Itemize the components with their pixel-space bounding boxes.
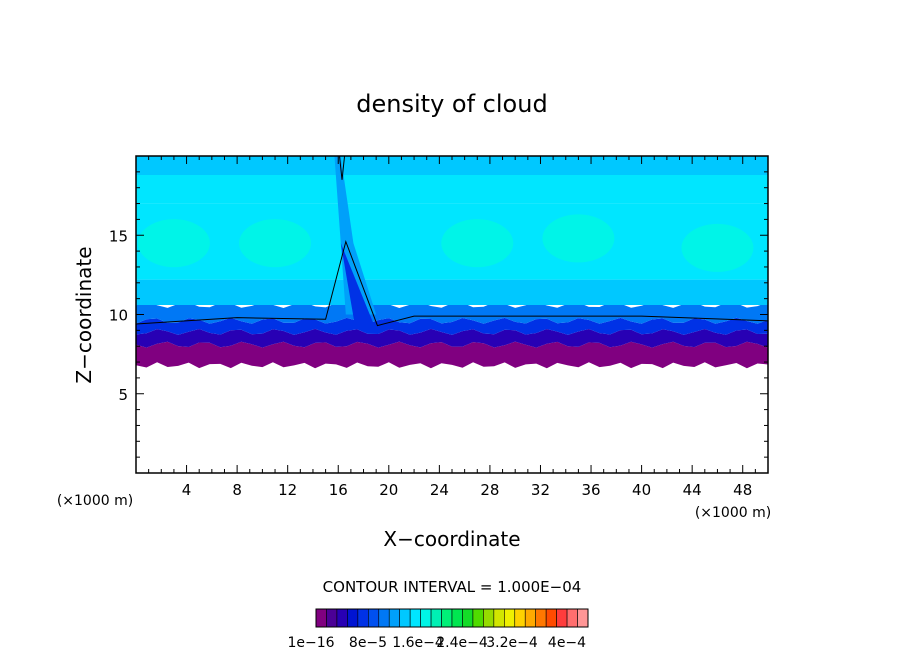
contour-line <box>136 239 768 327</box>
colorbar-swatch <box>326 608 338 628</box>
colorbar-swatch <box>462 608 474 628</box>
colorbar-swatch <box>514 608 526 628</box>
colorbar-swatch <box>504 608 516 628</box>
colorbar-swatch <box>430 608 442 628</box>
x-tick-label: 16 <box>329 481 348 499</box>
density-band <box>136 175 768 204</box>
density-band <box>136 279 768 305</box>
colorbar-swatch <box>357 608 369 628</box>
colorbar-swatch <box>472 608 484 628</box>
x-tick-label: 40 <box>632 481 651 499</box>
colorbar-label: 8e−5 <box>349 635 387 651</box>
x-tick-label: 12 <box>278 481 297 499</box>
colorbar-labels: 1e−16 8e−5 1.6e−42.4e−43.2e−4 4e−4 <box>287 635 586 651</box>
density-patch <box>137 219 210 268</box>
contour-interval-text: CONTOUR INTERVAL = 1.000E−04 <box>323 578 582 596</box>
colorbar-label: 4e−4 <box>548 635 586 651</box>
colorbar-swatch <box>399 608 411 628</box>
x-tick-label: 44 <box>683 481 702 499</box>
colorbar-swatch <box>409 608 421 628</box>
colorbar-label: 3.2e−4 <box>486 635 538 651</box>
y-axis-label: Z−coordinate <box>72 246 96 383</box>
colorbar-swatch <box>378 608 390 628</box>
x-axis-unit: (×1000 m) <box>695 505 771 521</box>
x-tick-label: 4 <box>182 481 192 499</box>
colorbar-label: 1.6e−4 <box>392 635 444 651</box>
y-tick-label: 10 <box>109 307 128 325</box>
colorbar-swatch <box>388 608 400 628</box>
colorbar-swatch <box>451 608 463 628</box>
density-tower-core <box>340 243 374 325</box>
density-band <box>136 317 768 335</box>
density-patch <box>681 223 754 272</box>
x-axis-ticks: 4 8 12 16 20 24 28 32 36 40 44 48 <box>148 156 756 499</box>
colorbar-swatch <box>535 608 547 628</box>
x-tick-label: 48 <box>733 481 752 499</box>
y-tick-label: 15 <box>109 227 128 245</box>
x-tick-label: 24 <box>430 481 449 499</box>
x-tick-label: 32 <box>531 481 550 499</box>
x-axis-label: X−coordinate <box>383 527 520 551</box>
density-band <box>136 328 768 348</box>
contour-line <box>339 156 346 180</box>
density-patch <box>542 214 615 263</box>
density-band <box>136 341 768 369</box>
colorbar-swatch <box>577 608 589 628</box>
z-axis-unit: (×1000 m) <box>57 493 133 509</box>
y-tick-label: 5 <box>118 386 128 404</box>
colorbar-swatch <box>556 608 568 628</box>
colorbar-swatch <box>524 608 536 628</box>
x-tick-label: 20 <box>379 481 398 499</box>
x-tick-label: 8 <box>232 481 242 499</box>
colorbar-swatch <box>545 608 557 628</box>
density-patch <box>441 219 514 268</box>
colorbar-frame <box>315 608 589 628</box>
colorbar <box>315 608 589 628</box>
y-axis-ticks: 5 10 15 <box>109 171 768 458</box>
colorbar-swatch <box>566 608 578 628</box>
x-tick-label: 36 <box>581 481 600 499</box>
colorbar-label: 1e−16 <box>287 635 334 651</box>
colorbar-swatch <box>315 608 327 628</box>
density-field <box>136 156 768 369</box>
density-tower <box>334 156 377 315</box>
colorbar-swatch <box>441 608 453 628</box>
density-band <box>136 156 768 175</box>
colorbar-swatch <box>336 608 348 628</box>
density-patch <box>239 219 312 268</box>
colorbar-swatch <box>368 608 380 628</box>
chart-title: density of cloud <box>356 90 547 118</box>
colorbar-label: 2.4e−4 <box>436 635 488 651</box>
colorbar-swatch <box>483 608 495 628</box>
x-tick-label: 28 <box>480 481 499 499</box>
colorbar-swatch <box>347 608 359 628</box>
colorbar-swatch <box>420 608 432 628</box>
colorbar-swatch <box>493 608 505 628</box>
